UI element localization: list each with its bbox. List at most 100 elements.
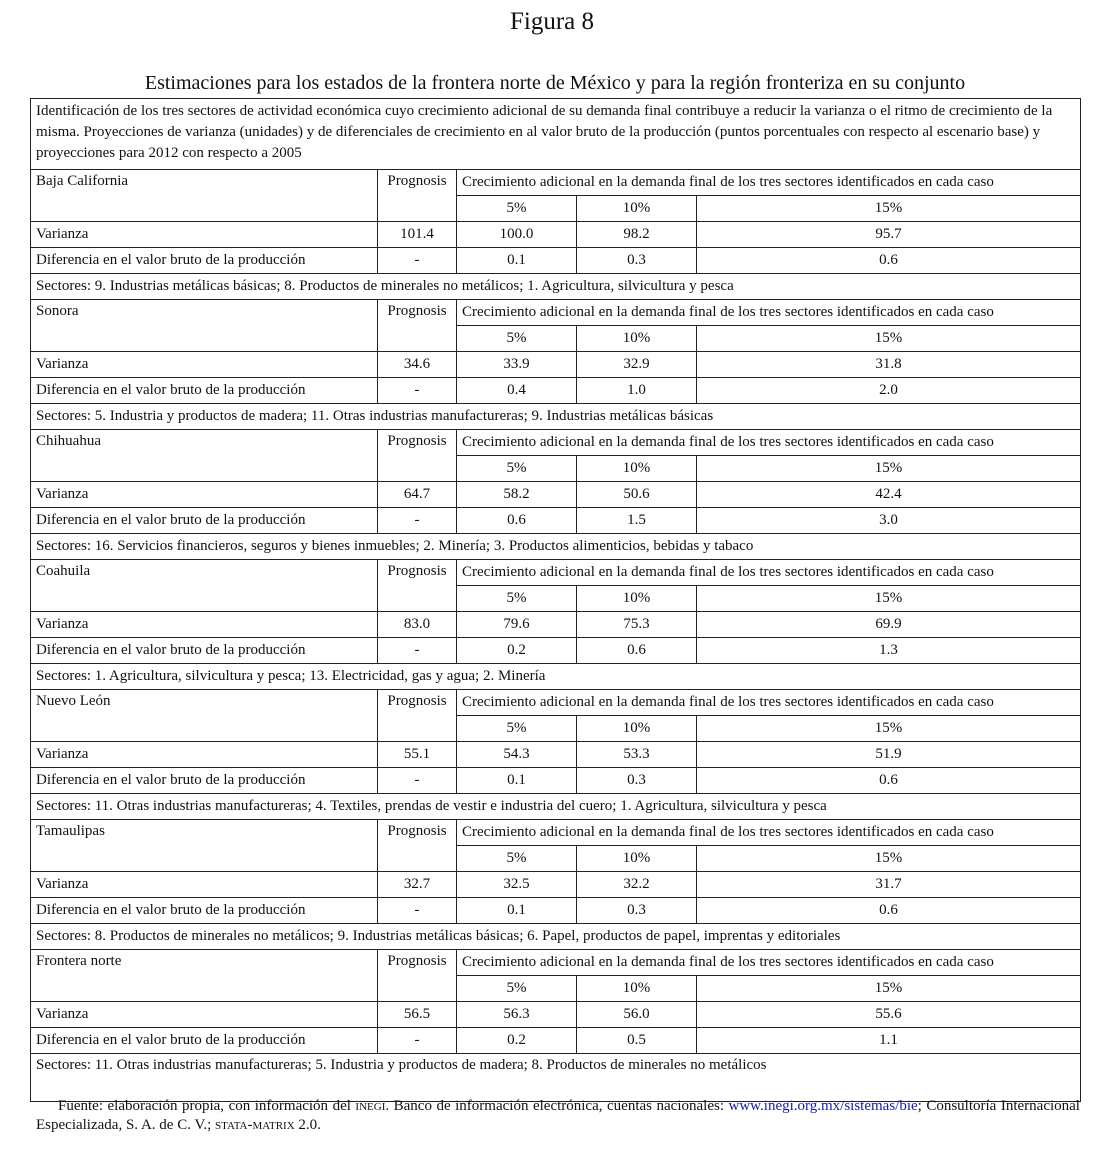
percent-row: 5% 10% 15% xyxy=(31,975,1082,1002)
prognosis-header: Prognosis xyxy=(377,819,457,872)
sectores-text: Sectores: 16. Servicios financieros, seg… xyxy=(29,533,1082,560)
varianza-value: 100.0 xyxy=(456,221,577,248)
percent-header: 5% xyxy=(456,845,577,872)
diferencia-value: 0.3 xyxy=(576,897,697,924)
varianza-value: 83.0 xyxy=(377,611,457,638)
diferencia-value: 3.0 xyxy=(695,507,1082,534)
section-header-row: Baja California Prognosis Crecimiento adic… xyxy=(30,169,1082,222)
varianza-value: 34.6 xyxy=(377,351,457,378)
varianza-value: 32.9 xyxy=(576,351,697,378)
diferencia-value: 0.4 xyxy=(456,377,577,404)
diferencia-value: - xyxy=(377,897,457,924)
percent-header: 10% xyxy=(576,325,697,352)
sectores-row: Sectores: 5. Industria y productos de ma… xyxy=(29,403,1082,430)
percent-header: 15% xyxy=(695,455,1082,482)
varianza-value: 54.3 xyxy=(456,741,577,768)
diferencia-value: 1.0 xyxy=(576,377,697,404)
diferencia-value: 0.2 xyxy=(456,1027,577,1054)
percent-header: 5% xyxy=(456,195,577,222)
state-name: Tamaulipas xyxy=(30,819,378,872)
varianza-value: 53.3 xyxy=(576,741,697,768)
growth-header: Crecimiento adicional en la demanda fina… xyxy=(455,689,1082,716)
section-header-row: Sonora Prognosis Crecimiento adicional en … xyxy=(30,299,1082,352)
percent-row: 5% 10% 15% xyxy=(31,455,1082,482)
figure-label: Figura 8 xyxy=(509,8,595,35)
sectores-text: Sectores: 1. Agricultura, silvicultura y… xyxy=(29,663,1082,690)
diferencia-value: 0.1 xyxy=(456,767,577,794)
state-name: Nuevo León xyxy=(30,689,378,742)
intro-text: Identificación de los tres sectores de a… xyxy=(29,98,1082,170)
diferencia-value: - xyxy=(377,1027,457,1054)
diferencia-value: - xyxy=(377,767,457,794)
diferencia-value: 0.6 xyxy=(456,507,577,534)
row-label: Varianza xyxy=(30,871,378,898)
varianza-row: Varianza 83.0 79.6 75.3 69.9 xyxy=(30,611,1082,638)
row-label: Diferencia en el valor bruto de la produ… xyxy=(30,767,378,794)
prognosis-header: Prognosis xyxy=(377,169,457,222)
varianza-value: 58.2 xyxy=(456,481,577,508)
prognosis-header: Prognosis xyxy=(377,949,457,1002)
diferencia-value: 0.1 xyxy=(456,247,577,274)
sectores-row: Sectores: 9. Industrias metálicas básica… xyxy=(29,273,1082,300)
row-label: Diferencia en el valor bruto de la produ… xyxy=(30,1027,378,1054)
varianza-value: 101.4 xyxy=(377,221,457,248)
sectores-row: Sectores: 11. Otras industrias manufactu… xyxy=(29,793,1082,820)
varianza-row: Varianza 32.7 32.5 32.2 31.7 xyxy=(30,871,1082,898)
intro-row: Identificación de los tres sectores de a… xyxy=(29,98,1082,170)
varianza-row: Varianza 64.7 58.2 50.6 42.4 xyxy=(30,481,1082,508)
varianza-value: 32.7 xyxy=(377,871,457,898)
diferencia-value: - xyxy=(377,377,457,404)
sectores-row: Sectores: 16. Servicios financieros, seg… xyxy=(29,533,1082,560)
section-header-row: Coahuila Prognosis Crecimiento adicional e… xyxy=(30,559,1082,612)
varianza-value: 55.6 xyxy=(695,1001,1082,1028)
sectores-text: Sectores: 11. Otras industrias manufactu… xyxy=(29,1053,1082,1102)
source-stata: stata-matrix xyxy=(215,1117,295,1133)
varianza-value: 75.3 xyxy=(576,611,697,638)
source-suffix: 2.0. xyxy=(294,1117,321,1133)
varianza-value: 64.7 xyxy=(377,481,457,508)
percent-header: 10% xyxy=(576,455,697,482)
source-inegi: inegi xyxy=(355,1098,386,1114)
percent-row: 5% 10% 15% xyxy=(31,585,1082,612)
varianza-value: 98.2 xyxy=(576,221,697,248)
percent-header: 5% xyxy=(456,325,577,352)
percent-header: 15% xyxy=(695,585,1082,612)
section-header-row: Frontera norte Prognosis Crecimiento adici… xyxy=(30,949,1082,1002)
row-label: Diferencia en el valor bruto de la produ… xyxy=(30,377,378,404)
varianza-value: 69.9 xyxy=(695,611,1082,638)
percent-header: 5% xyxy=(456,715,577,742)
varianza-value: 79.6 xyxy=(456,611,577,638)
prognosis-header: Prognosis xyxy=(377,559,457,612)
diferencia-value: - xyxy=(377,247,457,274)
prognosis-header: Prognosis xyxy=(377,689,457,742)
diferencia-value: 0.3 xyxy=(576,247,697,274)
table-title: Estimaciones para los estados de la fron… xyxy=(144,72,966,94)
section-header-row: Nuevo León Prognosis Crecimiento adicional… xyxy=(30,689,1082,742)
diferencia-row: Diferencia en el valor bruto de la produ… xyxy=(30,897,1082,924)
diferencia-row: Diferencia en el valor bruto de la produ… xyxy=(30,247,1082,274)
diferencia-value: 0.2 xyxy=(456,637,577,664)
varianza-value: 51.9 xyxy=(695,741,1082,768)
state-name: Baja California xyxy=(30,169,378,222)
percent-header: 10% xyxy=(576,975,697,1002)
source-after-link: ; Consultoría Internacional Especializad… xyxy=(36,1098,1080,1133)
growth-header: Crecimiento adicional en la demanda fina… xyxy=(455,819,1082,846)
diferencia-row: Diferencia en el valor bruto de la produ… xyxy=(30,507,1082,534)
percent-header: 10% xyxy=(576,715,697,742)
diferencia-value: 0.3 xyxy=(576,767,697,794)
growth-header: Crecimiento adicional en la demanda fina… xyxy=(455,429,1082,456)
row-label: Varianza xyxy=(30,1001,378,1028)
diferencia-row: Diferencia en el valor bruto de la produ… xyxy=(30,1027,1082,1054)
percent-header: 5% xyxy=(456,975,577,1002)
varianza-row: Varianza 101.4 100.0 98.2 95.7 xyxy=(30,221,1082,248)
row-label: Diferencia en el valor bruto de la produ… xyxy=(30,247,378,274)
row-label: Varianza xyxy=(30,221,378,248)
growth-header: Crecimiento adicional en la demanda fina… xyxy=(455,949,1082,976)
percent-header: 15% xyxy=(695,845,1082,872)
varianza-row: Varianza 56.5 56.3 56.0 55.6 xyxy=(30,1001,1082,1028)
state-name: Frontera norte xyxy=(30,949,378,1002)
state-name: Chihuahua xyxy=(30,429,378,482)
varianza-value: 56.5 xyxy=(377,1001,457,1028)
row-label: Varianza xyxy=(30,741,378,768)
source-link[interactable]: www.inegi.org.mx/sistemas/bie xyxy=(728,1098,918,1114)
